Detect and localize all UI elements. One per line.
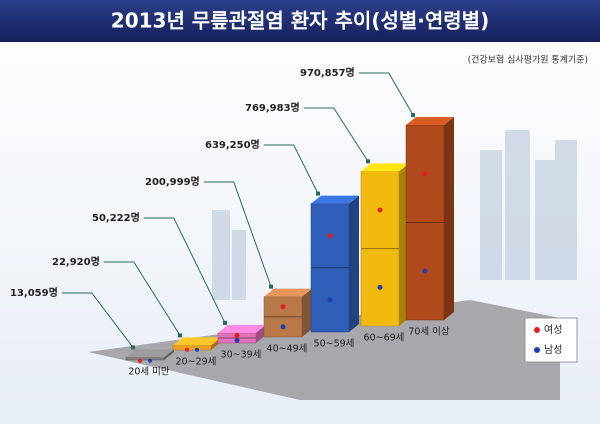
dot-male [422, 268, 428, 274]
legend-marker [534, 347, 540, 353]
legend-box [524, 317, 578, 363]
value-label: 50,222명 [92, 211, 140, 224]
bar-top [361, 163, 409, 172]
bar-side [164, 349, 174, 360]
bar-side [444, 117, 454, 320]
dot-female [138, 358, 142, 363]
value-label: 13,059명 [10, 286, 58, 299]
dot-female [327, 233, 333, 239]
dot-female [234, 332, 240, 338]
bar-top [126, 349, 174, 358]
bar-top [264, 288, 312, 297]
x-tick-label: 30~39세 [221, 350, 262, 361]
leader-line [61, 292, 134, 348]
x-tick-label: 40~49세 [267, 344, 308, 355]
leader-line [263, 144, 319, 194]
bar-top [311, 195, 359, 204]
subtitle: (건강보험 심사평가원 통계기준) [468, 54, 588, 66]
leader-end [178, 333, 182, 338]
leader-line [303, 107, 369, 162]
value-label: 22,920명 [52, 255, 100, 268]
chart-title: 2013년 무릎관절염 환자 추이(성별·연령별) [111, 9, 489, 33]
x-tick-label: 20세 미만 [128, 367, 170, 378]
bar-side [302, 288, 312, 337]
dot-female [280, 304, 286, 310]
bar-side [349, 195, 359, 332]
header [0, 0, 600, 42]
legend-marker [534, 327, 540, 333]
leader-line [358, 72, 414, 116]
leader-line [203, 181, 272, 287]
leader-end [366, 159, 370, 164]
dot-male [280, 324, 286, 330]
bar-side [256, 324, 266, 343]
leader-line [143, 217, 226, 324]
leader-end [411, 113, 415, 117]
leader-line [103, 261, 181, 336]
value-label: 970,857명 [300, 66, 355, 79]
dot-female [377, 207, 383, 213]
value-label: 639,250명 [205, 138, 260, 151]
leader-end [316, 191, 320, 196]
bar-top [218, 324, 266, 333]
dot-male [195, 347, 199, 352]
value-label: 769,983명 [245, 101, 300, 114]
x-tick-label: 50~59세 [314, 339, 355, 350]
x-tick-label: 20~29세 [176, 357, 217, 368]
leader-end [131, 345, 135, 350]
floor [88, 300, 560, 400]
leader-end [269, 284, 273, 289]
dot-male [234, 337, 240, 343]
dot-female [185, 347, 189, 352]
x-tick-label: 60~69세 [364, 333, 405, 344]
dot-male [148, 358, 152, 363]
legend-label: 여성 [544, 324, 562, 336]
x-tick-label: 70세 이상 [408, 327, 450, 338]
bar-top [406, 117, 454, 125]
city-decoration [212, 130, 577, 300]
dot-male [327, 297, 333, 303]
value-label: 200,999명 [145, 175, 200, 188]
bar-top [173, 337, 221, 346]
legend-label: 남성 [544, 344, 562, 356]
dot-female [422, 171, 428, 177]
leader-end [223, 320, 227, 325]
dot-male [377, 284, 383, 290]
bar [125, 357, 165, 361]
bar [172, 345, 212, 351]
